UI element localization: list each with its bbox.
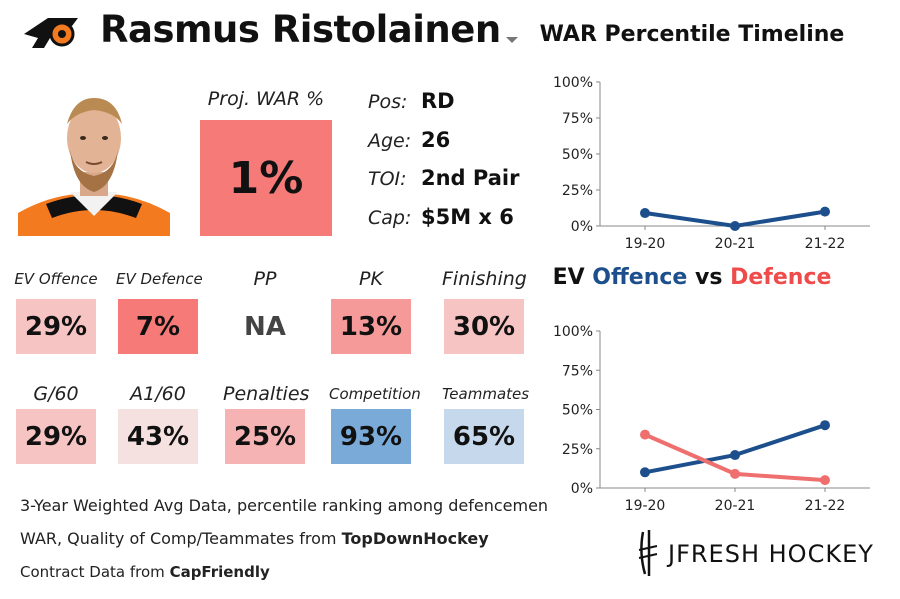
- war-ytick-label: 25%: [562, 183, 593, 199]
- teammates-label: Teammates: [442, 385, 530, 403]
- ev-offence-value: 29%: [16, 299, 96, 354]
- chart-title-war: WAR Percentile Timeline: [539, 22, 845, 47]
- war-ytick-label: 0%: [571, 219, 593, 235]
- ev-xtick-label: 19-20: [625, 498, 666, 514]
- chart-title-ev: EV Offence vs Defence: [522, 265, 862, 290]
- ev-series-1-point: [640, 429, 650, 440]
- pp-label: PP: [253, 268, 277, 290]
- war-series-0-point: [730, 221, 740, 231]
- ev-xtick-label: 20-21: [715, 498, 756, 514]
- footnote-contract-link: CapFriendly: [169, 563, 270, 581]
- title-part-defence: Defence: [730, 265, 832, 290]
- footnote-source-text: WAR, Quality of Comp/Teammates from: [20, 529, 342, 548]
- pos-label: Pos:: [368, 91, 408, 113]
- age-value: 26: [421, 128, 451, 152]
- finishing-value: 30%: [444, 299, 524, 354]
- toi-label: TOI:: [368, 168, 407, 190]
- penalties-value: 25%: [225, 409, 305, 464]
- proj-war-value: 1%: [200, 120, 332, 236]
- ev-ytick-label: 75%: [562, 363, 593, 379]
- ev-series-0-point: [730, 450, 740, 461]
- g60-label: G/60: [33, 383, 79, 405]
- title-part-ev: EV: [552, 265, 593, 290]
- ev-ytick-label: 100%: [553, 324, 593, 340]
- war-ytick-label: 75%: [562, 111, 593, 127]
- g60-value: 29%: [16, 409, 96, 464]
- age-label: Age:: [368, 130, 412, 152]
- ev-series-0-line: [644, 423, 826, 475]
- brand-logo: [635, 528, 885, 578]
- ev-offence-label: EV Offence: [14, 270, 98, 288]
- teammates-value: 65%: [444, 409, 524, 464]
- ev-series-0-point: [640, 467, 650, 478]
- ev-series-1-point: [820, 475, 830, 486]
- footnote-source-link: TopDownHockey: [341, 529, 489, 548]
- ev-series-1-point: [730, 468, 740, 479]
- toi-value: 2nd Pair: [421, 166, 520, 190]
- footnote-contract: Contract Data from CapFriendly: [20, 563, 270, 581]
- chevron-down-icon[interactable]: [505, 30, 519, 49]
- cap-value: $5M x 6: [421, 205, 514, 229]
- ev-ytick-label: 50%: [562, 403, 593, 419]
- war-ytick-label: 100%: [553, 75, 593, 91]
- war-xtick-label: 20-21: [715, 236, 756, 252]
- player-name: Rasmus Ristolainen: [100, 8, 501, 51]
- penalties-label: Penalties: [223, 383, 310, 405]
- footnote-source: WAR, Quality of Comp/Teammates from TopD…: [20, 529, 489, 548]
- competition-value: 93%: [331, 409, 411, 464]
- brand-text: JFRESH HOCKEY: [668, 540, 874, 568]
- war-timeline-chart: 0% 25% 50% 75% 100% 19-20 20-21 21-22: [553, 75, 870, 252]
- pos-value: RD: [421, 89, 455, 113]
- pp-value: NA: [225, 299, 305, 354]
- finishing-label: Finishing: [442, 268, 527, 290]
- cap-label: Cap:: [368, 207, 412, 229]
- title-part-offence: Offence: [592, 265, 688, 290]
- ev-xtick-label: 21-22: [805, 498, 846, 514]
- ev-offence-defence-chart: 0% 25% 50% 75% 100% 19-20 20-21 21-22: [553, 324, 870, 514]
- proj-war-label: Proj. WAR %: [207, 88, 325, 110]
- ev-defence-label: EV Defence: [116, 270, 203, 288]
- team-logo: [22, 12, 82, 54]
- ev-ytick-label: 0%: [571, 481, 593, 497]
- pk-label: PK: [359, 268, 383, 290]
- ev-series-0-point: [820, 420, 830, 431]
- ev-defence-value: 7%: [118, 299, 198, 354]
- a160-value: 43%: [118, 409, 198, 464]
- title-part-vs: vs: [687, 265, 731, 290]
- war-series-0-point: [640, 208, 650, 219]
- footnote-contract-text: Contract Data from: [20, 563, 170, 581]
- ev-ytick-label: 25%: [562, 442, 593, 458]
- player-photo: [18, 88, 170, 236]
- war-series-0-point: [820, 206, 830, 217]
- competition-label: Competition: [329, 385, 421, 403]
- footnote-data: 3-Year Weighted Avg Data, percentile ran…: [20, 496, 549, 515]
- war-xtick-label: 19-20: [625, 236, 666, 252]
- war-ytick-label: 50%: [562, 147, 593, 163]
- a160-label: A1/60: [130, 383, 186, 405]
- pk-value: 13%: [331, 299, 411, 354]
- war-xtick-label: 21-22: [805, 236, 846, 252]
